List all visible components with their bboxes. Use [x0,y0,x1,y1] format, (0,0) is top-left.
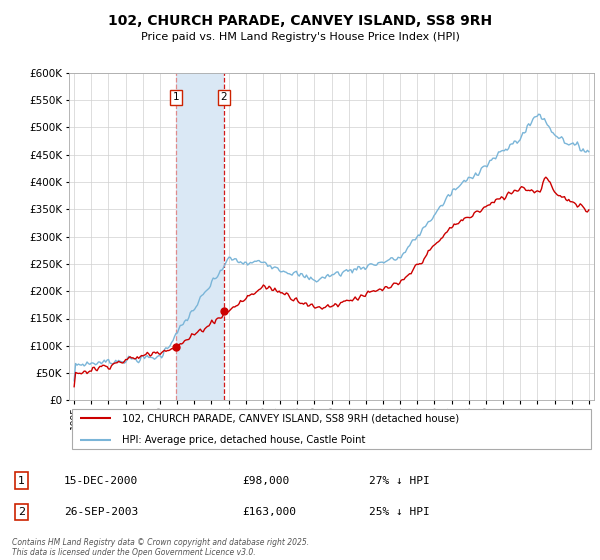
Text: HPI: Average price, detached house, Castle Point: HPI: Average price, detached house, Cast… [121,435,365,445]
Text: Contains HM Land Registry data © Crown copyright and database right 2025.
This d: Contains HM Land Registry data © Crown c… [12,538,309,557]
Text: 15-DEC-2000: 15-DEC-2000 [64,475,138,486]
Text: 2: 2 [221,92,227,102]
Text: 102, CHURCH PARADE, CANVEY ISLAND, SS8 9RH: 102, CHURCH PARADE, CANVEY ISLAND, SS8 9… [108,14,492,28]
Text: 25% ↓ HPI: 25% ↓ HPI [369,507,430,517]
FancyBboxPatch shape [71,409,592,449]
Bar [176,73,224,400]
Text: 1: 1 [173,92,180,102]
Text: 27% ↓ HPI: 27% ↓ HPI [369,475,430,486]
Text: £98,000: £98,000 [242,475,290,486]
Text: 2: 2 [18,507,25,517]
Text: 102, CHURCH PARADE, CANVEY ISLAND, SS8 9RH (detached house): 102, CHURCH PARADE, CANVEY ISLAND, SS8 9… [121,413,458,423]
Text: £163,000: £163,000 [242,507,296,517]
Text: Price paid vs. HM Land Registry's House Price Index (HPI): Price paid vs. HM Land Registry's House … [140,32,460,42]
Text: 26-SEP-2003: 26-SEP-2003 [64,507,138,517]
Text: 1: 1 [18,475,25,486]
